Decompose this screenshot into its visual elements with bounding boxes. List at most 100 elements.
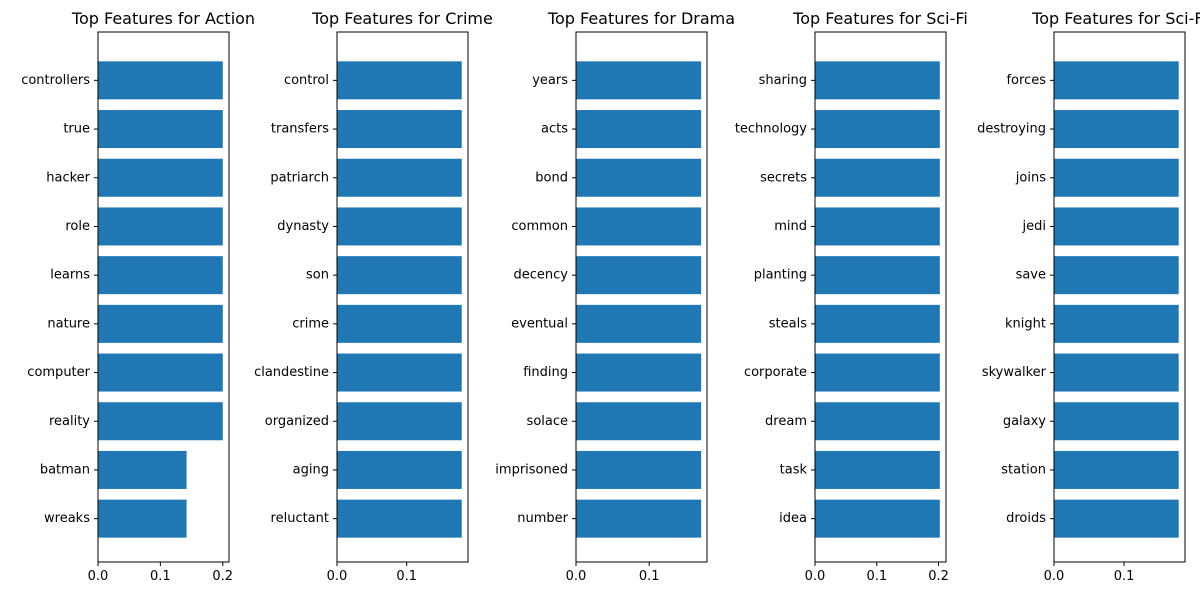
- bar: [576, 402, 702, 441]
- x-tick-label: 0.0: [805, 569, 826, 584]
- category-label: sharing: [759, 73, 807, 88]
- chart-panel: controllers true hacker role learns nature com…: [21, 9, 255, 584]
- chart-title: Top Features for Sci-Fi: [792, 9, 968, 28]
- category-label: forces: [1006, 73, 1046, 88]
- bar: [576, 207, 702, 246]
- category-label: acts: [541, 122, 568, 137]
- category-label: nature: [47, 316, 90, 331]
- bar: [815, 256, 940, 295]
- bar: [815, 450, 940, 489]
- chart-title: Top Features for Drama: [547, 9, 735, 28]
- category-label: computer: [27, 365, 90, 380]
- bar: [815, 158, 940, 197]
- category-label: steals: [769, 316, 807, 331]
- category-label: finding: [523, 365, 568, 380]
- category-label: patriarch: [270, 170, 329, 185]
- chart-title: Top Features for Crime: [311, 9, 493, 28]
- bar: [815, 353, 940, 392]
- bar: [815, 61, 940, 100]
- category-label: common: [511, 219, 568, 234]
- category-label: secrets: [760, 170, 807, 185]
- category-label: crime: [292, 316, 329, 331]
- bar: [815, 304, 940, 343]
- x-tick-label: 0.1: [1114, 569, 1135, 584]
- category-label: solace: [527, 414, 568, 429]
- category-label: galaxy: [1003, 414, 1046, 429]
- bar: [576, 256, 702, 295]
- bar: [576, 450, 702, 489]
- bar: [1054, 450, 1179, 489]
- bar: [337, 61, 462, 100]
- category-label: jedi: [1022, 219, 1046, 234]
- bar: [815, 207, 940, 246]
- category-label: bond: [535, 170, 568, 185]
- bar: [576, 158, 702, 197]
- bar: [1054, 304, 1179, 343]
- category-label: task: [780, 462, 808, 477]
- bar: [337, 353, 462, 392]
- axes-frame: [814, 31, 947, 563]
- x-tick-label: 0.2: [212, 569, 233, 584]
- chart-title: Top Features for Action: [71, 9, 255, 28]
- axes-frame: [1053, 31, 1186, 563]
- category-label: idea: [779, 511, 807, 526]
- category-label: imprisoned: [495, 462, 568, 477]
- bar: [337, 402, 462, 441]
- bar: [98, 110, 223, 149]
- bar: [1054, 402, 1179, 441]
- category-label: role: [65, 219, 90, 234]
- category-label: number: [517, 511, 568, 526]
- x-tick-label: 0.1: [396, 569, 417, 584]
- bar: [1054, 158, 1179, 197]
- bar: [815, 110, 940, 149]
- bar: [98, 61, 223, 100]
- axes-frame: [575, 31, 708, 563]
- x-tick-label: 0.1: [639, 569, 660, 584]
- category-label: dynasty: [277, 219, 329, 234]
- x-tick-label: 0.0: [1044, 569, 1065, 584]
- chart-title: Top Features for Sci-Fi: [1031, 9, 1200, 28]
- category-label: mind: [774, 219, 807, 234]
- category-label: control: [284, 73, 329, 88]
- category-label: transfers: [271, 122, 329, 137]
- category-label: clandestine: [254, 365, 329, 380]
- category-label: droids: [1006, 511, 1046, 526]
- bar: [1054, 110, 1179, 149]
- bar: [576, 304, 702, 343]
- category-label: eventual: [511, 316, 568, 331]
- category-label: corporate: [744, 365, 807, 380]
- category-label: hacker: [46, 170, 90, 185]
- axes-frame: [97, 31, 230, 563]
- category-label: true: [63, 122, 90, 137]
- x-tick-label: 0.0: [327, 569, 348, 584]
- category-label: years: [532, 73, 568, 88]
- chart-panel: control transfers patriarch dynasty son crime…: [254, 9, 493, 584]
- category-label: planting: [754, 268, 807, 283]
- category-label: skywalker: [982, 365, 1047, 380]
- bar: [576, 61, 702, 100]
- x-tick-label: 0.1: [150, 569, 171, 584]
- x-tick-label: 0.2: [928, 569, 949, 584]
- bar: [337, 499, 462, 538]
- axes-frame: [336, 31, 469, 563]
- bar: [98, 256, 223, 295]
- bar: [98, 353, 223, 392]
- bar: [337, 450, 462, 489]
- bar: [1054, 353, 1179, 392]
- bar: [98, 304, 223, 343]
- category-label: destroying: [977, 122, 1046, 137]
- category-label: learns: [50, 268, 90, 283]
- category-label: wreaks: [44, 511, 90, 526]
- bar: [576, 110, 702, 149]
- bar: [98, 402, 223, 441]
- category-label: knight: [1005, 316, 1046, 331]
- bar: [1054, 61, 1179, 100]
- category-label: organized: [265, 414, 329, 429]
- bar: [576, 353, 702, 392]
- bar: [98, 158, 223, 197]
- category-label: joins: [1015, 170, 1046, 185]
- x-tick-label: 0.0: [88, 569, 109, 584]
- category-label: technology: [735, 122, 807, 137]
- bar: [98, 499, 187, 538]
